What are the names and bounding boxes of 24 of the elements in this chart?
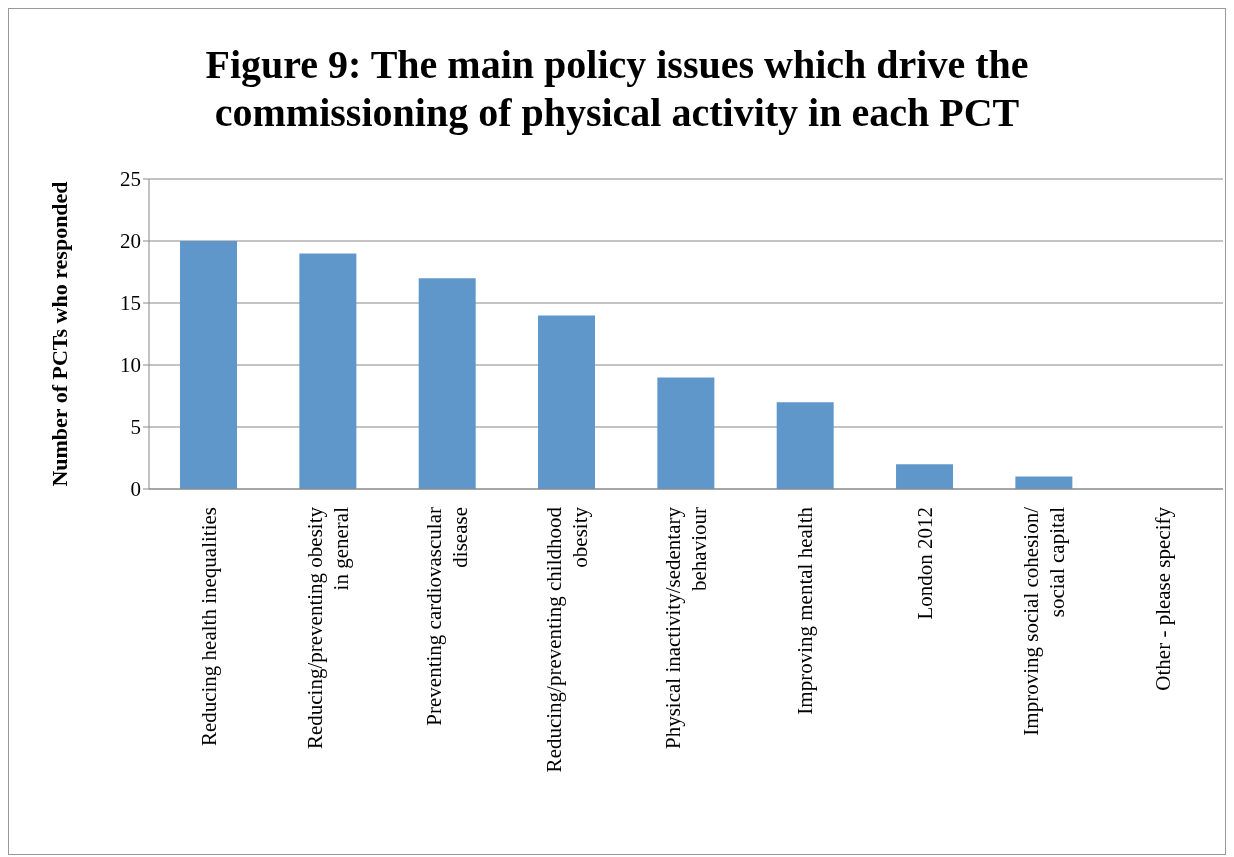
y-tick-label: 5 — [130, 415, 141, 440]
bar — [776, 402, 834, 489]
x-tick-label: Improving social cohesion/ social capital — [1019, 506, 1069, 736]
y-tick-label: 10 — [120, 353, 141, 378]
bar — [896, 464, 954, 489]
bar — [657, 377, 715, 489]
chart-title: Figure 9: The main policy issues which drive the commissioning of physical activity in each PCT — [204, 41, 1030, 137]
bar — [299, 253, 357, 489]
x-tick-label: Other - please specify — [1151, 506, 1176, 691]
x-tick-label: Reducing health inequalities — [196, 507, 221, 747]
x-tick-label: Preventing cardiovascular disease — [422, 507, 473, 726]
bar — [418, 278, 476, 489]
y-tick-label: 15 — [120, 291, 141, 316]
bar — [538, 315, 596, 489]
x-tick-label: Reducing/preventing obesity in general — [303, 506, 353, 750]
x-tick-label: Reducing/preventing childhood obesity — [541, 506, 592, 773]
x-tick-label: London 2012 — [912, 507, 937, 620]
y-tick-label: 25 — [120, 167, 141, 192]
x-tick-label: Physical inactivity/sedentary behaviour — [661, 506, 711, 750]
x-tick-label: Improving mental health — [793, 506, 818, 715]
y-tick-label: 20 — [120, 229, 141, 254]
y-tick-label: 0 — [130, 477, 141, 502]
bar — [180, 241, 238, 489]
y-axis-title: Number of PCTs who responded — [46, 181, 72, 487]
